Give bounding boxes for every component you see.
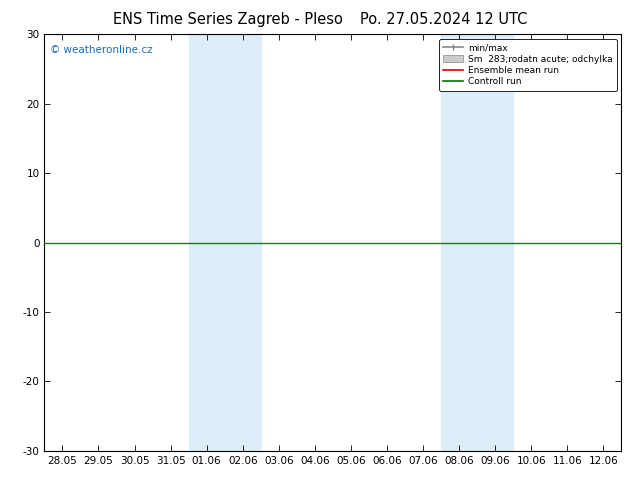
Text: ENS Time Series Zagreb - Pleso: ENS Time Series Zagreb - Pleso: [113, 12, 343, 27]
Legend: min/max, Sm  283;rodatn acute; odchylka, Ensemble mean run, Controll run: min/max, Sm 283;rodatn acute; odchylka, …: [439, 39, 617, 91]
Bar: [441, 34, 513, 451]
Bar: [189, 34, 261, 451]
Text: © weatheronline.cz: © weatheronline.cz: [50, 45, 153, 55]
Text: Po. 27.05.2024 12 UTC: Po. 27.05.2024 12 UTC: [360, 12, 527, 27]
